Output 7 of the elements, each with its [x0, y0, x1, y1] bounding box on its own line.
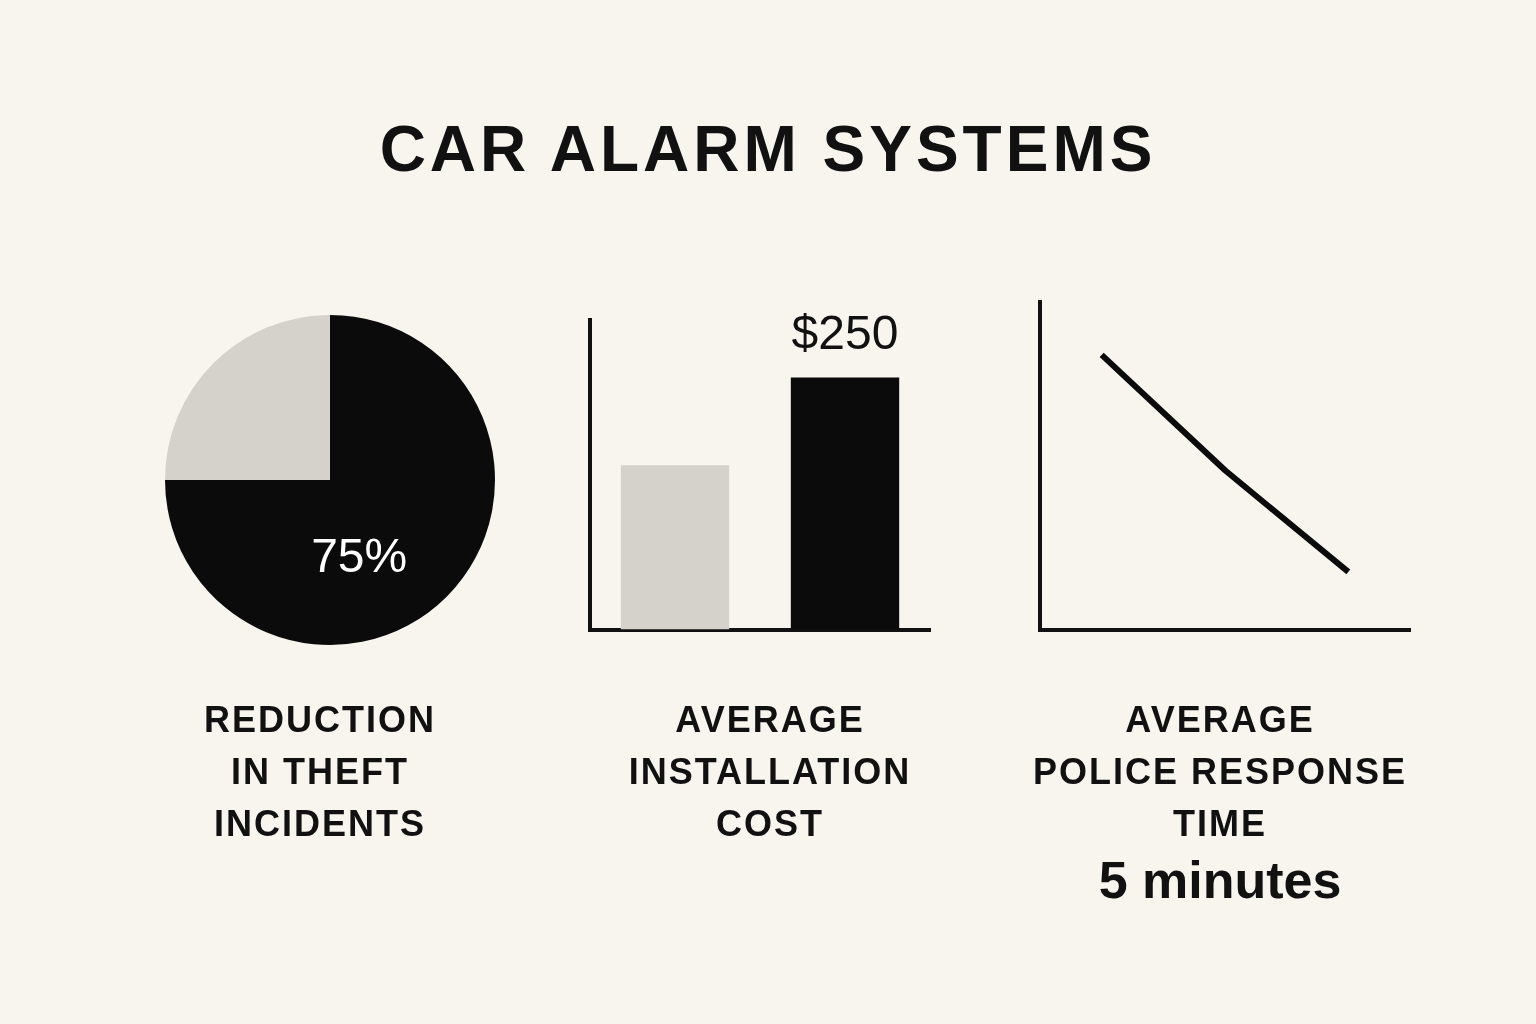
- data-label: $250: [791, 305, 899, 359]
- data-label: 75%: [311, 528, 408, 582]
- x-axis-title: AVERAGE POLICE RESPONSE TIME: [1031, 698, 1409, 846]
- text: REDUCTION IN THEFT INCIDENTS: [203, 698, 437, 846]
- x-axis-title: AVERAGE INSTALLATION COST: [627, 698, 913, 846]
- text: 5 minutes: [1097, 850, 1343, 910]
- text: CAR ALARM SYSTEMS: [378, 112, 1158, 186]
